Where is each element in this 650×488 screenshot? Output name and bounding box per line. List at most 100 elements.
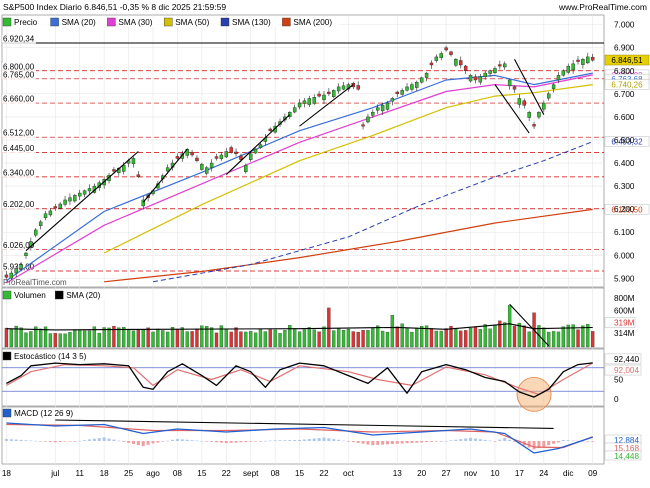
macd-line (6, 422, 593, 454)
price-candle (195, 157, 199, 161)
level-label: 6.202,00 (3, 200, 35, 209)
volume-trendline (509, 303, 550, 347)
price-candle (454, 59, 458, 66)
macd-histogram-bar (302, 439, 306, 441)
stochastic-d-line (6, 362, 593, 395)
price-candle (297, 102, 302, 108)
volume-bar (322, 326, 326, 348)
price-axis-tick-label: 6.900 (614, 44, 635, 53)
price-candle (312, 97, 316, 104)
volume-bar (190, 331, 194, 348)
price-candle (542, 102, 546, 110)
price-candle (415, 82, 419, 88)
price-candle (546, 93, 551, 99)
legend-bg (12, 351, 112, 361)
volume-bar (195, 328, 199, 348)
volume-bar (273, 329, 277, 348)
macd-histogram-bar (161, 441, 165, 442)
macd-histogram-bar (591, 441, 595, 442)
price-candle (53, 206, 58, 209)
macd-histogram-bar (44, 441, 48, 442)
stochastic-value-tag (604, 353, 642, 365)
macd-histogram-bar (454, 439, 458, 441)
price-candle (258, 144, 263, 148)
price-candle (341, 85, 346, 90)
volume-bar (224, 328, 228, 348)
sma-200-line (104, 208, 593, 283)
stochastic-highlight-circle (516, 376, 552, 412)
price-candle (507, 79, 512, 87)
price-candle (336, 86, 341, 92)
macd-histogram-bar (273, 440, 277, 441)
price-candle (439, 53, 443, 58)
volume-bar (317, 331, 321, 348)
legend-bg (230, 17, 280, 27)
level-label-bg (2, 263, 36, 272)
price-candle (58, 203, 62, 209)
price-candle (19, 264, 23, 269)
price-candle (503, 63, 507, 68)
stochastic-panel[interactable] (1, 348, 605, 407)
macd-histogram-bar (224, 441, 228, 444)
volume-bar (24, 332, 28, 348)
macd-histogram-bar (576, 440, 580, 442)
macd-histogram-bar (493, 441, 497, 442)
macd-histogram-bar (527, 441, 531, 448)
macd-histogram-bar (180, 439, 184, 441)
level-label-bg (2, 70, 36, 80)
legend-label: SMA (200) (293, 18, 332, 27)
price-candle (522, 100, 526, 106)
price-candle (356, 85, 360, 90)
price-candle (288, 112, 292, 117)
x-axis-tick-label: 13 (393, 469, 403, 478)
volume-bar (97, 332, 101, 348)
price-candle (239, 155, 243, 160)
volume-bar (131, 330, 136, 348)
price-candle (131, 158, 136, 164)
price-candle (175, 156, 180, 159)
volume-bar (214, 332, 219, 348)
price-trendline (225, 114, 291, 175)
macd-histogram-bar (381, 441, 385, 445)
macd-histogram-bar (293, 440, 297, 441)
volume-bar (429, 328, 434, 348)
price-candle (73, 195, 77, 202)
volume-bar (244, 331, 248, 348)
macd-histogram-bar (146, 441, 150, 445)
price-candle (48, 210, 53, 216)
macd-histogram-bar (537, 441, 541, 448)
price-candle (566, 65, 570, 73)
price-candle (463, 65, 468, 71)
macd-histogram-bar (171, 439, 175, 441)
volume-bar (591, 331, 595, 348)
volume-bar (527, 331, 531, 348)
volume-panel[interactable] (1, 287, 605, 349)
volume-sma-line (6, 323, 593, 331)
volume-bar (249, 331, 253, 348)
macd-histogram-bar (244, 441, 248, 442)
macd-histogram-bar (68, 441, 72, 442)
volume-bar (63, 333, 67, 348)
price-candle (576, 59, 580, 62)
macd-histogram-bar (24, 440, 28, 441)
volume-bar (43, 326, 48, 348)
volume-bar (400, 323, 404, 348)
volume-bar (253, 332, 258, 348)
price-candle (390, 98, 395, 102)
macd-histogram-bar (92, 438, 96, 441)
macd-histogram-bar (508, 439, 512, 441)
volume-bar (463, 330, 468, 348)
volume-bar (517, 322, 522, 348)
price-candle (361, 124, 365, 127)
price-candle (292, 107, 297, 113)
macd-histogram-bar (141, 441, 145, 447)
level-label-bg (2, 95, 36, 104)
volume-bar (82, 330, 87, 348)
volume-bar (126, 329, 131, 348)
price-candle (459, 60, 463, 66)
macd-panel[interactable] (1, 406, 605, 465)
macd-histogram-bar (429, 441, 433, 442)
volume-bar (351, 331, 355, 348)
legend-label: SMA (20) (62, 18, 96, 27)
